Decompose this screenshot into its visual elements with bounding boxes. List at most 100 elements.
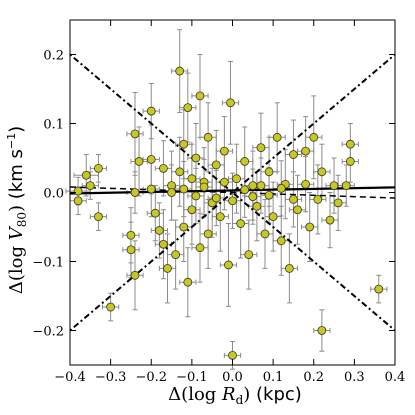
data-point <box>260 229 270 239</box>
data-point <box>256 143 266 153</box>
data-point <box>313 194 323 204</box>
data-point <box>228 196 237 206</box>
data-point <box>244 250 254 260</box>
data-point <box>317 167 327 177</box>
data-point <box>232 174 241 184</box>
data-point <box>374 284 384 294</box>
data-point <box>187 205 197 215</box>
fit-line-dashdot <box>69 53 396 332</box>
data-point <box>154 226 164 235</box>
data-point <box>183 277 193 287</box>
data-point <box>284 263 294 273</box>
data-point <box>224 260 233 270</box>
data-point <box>248 181 258 191</box>
data-point <box>341 181 351 191</box>
data-point <box>81 170 91 180</box>
x-tick-labels: −0.4 −0.3 −0.2 −0.1 0.0 0.1 0.2 0.3 0.4 <box>54 370 405 385</box>
data-point <box>252 201 262 211</box>
data-point <box>325 215 335 225</box>
data-point <box>256 181 266 191</box>
x-tick-label: 0.0 <box>222 370 243 385</box>
data-point <box>203 132 213 142</box>
data-point <box>106 302 116 312</box>
data-point <box>146 154 156 164</box>
y-tick-label: −0.1 <box>32 256 64 271</box>
x-tick-label: −0.3 <box>95 370 127 385</box>
data-point <box>85 181 95 191</box>
fit-line-dashdot <box>69 53 396 332</box>
data-point <box>329 181 339 191</box>
data-point <box>289 194 298 204</box>
data-point <box>276 236 286 246</box>
data-point <box>301 179 311 189</box>
data-point <box>130 270 140 280</box>
data-point <box>240 157 250 166</box>
data-point <box>199 182 209 192</box>
data-point <box>150 208 160 218</box>
data-point <box>248 192 258 202</box>
data-point <box>240 185 250 195</box>
y-axis-label: Δ(log V80) (km s−1) <box>5 126 29 294</box>
data-point <box>73 196 83 206</box>
data-points <box>73 66 384 360</box>
data-point <box>264 167 274 177</box>
data-point <box>333 198 343 208</box>
data-point <box>134 157 144 166</box>
data-point <box>345 139 355 149</box>
fit-line-solid <box>69 186 396 195</box>
data-point <box>293 205 302 215</box>
data-point <box>211 193 221 203</box>
data-point <box>309 132 319 142</box>
y-tick-label: 0.1 <box>43 118 64 133</box>
x-tick-label: 0.1 <box>263 370 284 385</box>
y-tick-label: −0.2 <box>32 325 64 340</box>
data-point <box>345 157 355 166</box>
data-point <box>159 239 168 249</box>
data-point <box>126 245 136 255</box>
data-point <box>191 153 201 163</box>
data-point <box>146 184 156 194</box>
data-point <box>130 188 140 197</box>
data-point <box>171 250 181 260</box>
data-point <box>264 190 274 200</box>
data-point <box>317 326 327 335</box>
data-point <box>126 230 136 240</box>
data-point <box>272 132 282 142</box>
x-tick-label: −0.2 <box>135 370 167 385</box>
data-point <box>301 146 311 156</box>
x-tick-label: 0.4 <box>385 370 406 385</box>
data-point <box>289 150 298 159</box>
data-point <box>236 219 246 228</box>
x-axis-label: Δ(log Rd) (kpc) <box>168 384 302 407</box>
data-point <box>179 222 189 232</box>
reference-lines <box>69 53 396 332</box>
data-point <box>203 229 213 239</box>
x-tick-label: 0.3 <box>344 370 365 385</box>
data-point <box>191 191 201 201</box>
data-point <box>159 163 168 173</box>
data-point <box>175 167 185 177</box>
x-tick-label: −0.4 <box>54 370 86 385</box>
data-point <box>73 186 83 196</box>
data-point <box>305 222 315 232</box>
y-tick-label: 0.0 <box>43 187 64 202</box>
y-tick-label: 0.2 <box>43 49 64 64</box>
data-point <box>219 146 229 156</box>
data-point <box>187 174 197 184</box>
data-point <box>268 212 278 222</box>
fit-line-dashed <box>69 186 396 199</box>
data-point <box>179 184 189 194</box>
data-point <box>215 212 225 222</box>
x-tick-label: 0.2 <box>303 370 324 385</box>
data-point <box>175 66 185 76</box>
axis-ticks <box>69 20 396 365</box>
data-point <box>228 350 237 360</box>
data-point <box>195 91 205 101</box>
data-point <box>219 177 229 187</box>
data-point <box>94 212 103 222</box>
x-tick-label: −0.1 <box>176 370 208 385</box>
data-point <box>163 263 172 273</box>
data-point <box>226 98 235 108</box>
data-point <box>167 188 176 197</box>
